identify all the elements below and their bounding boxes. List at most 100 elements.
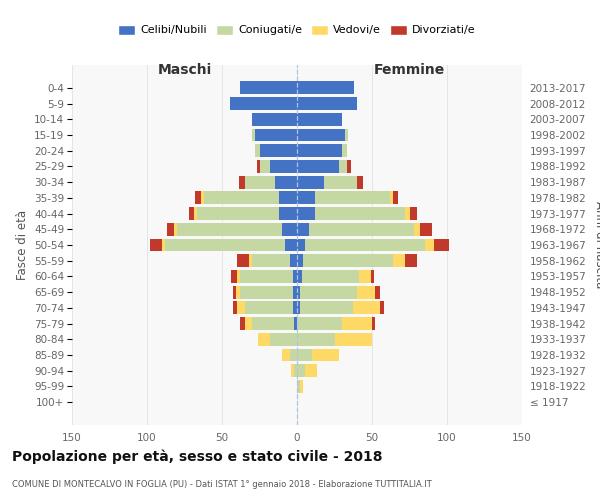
Bar <box>372 317 375 330</box>
Bar <box>312 348 339 362</box>
Bar <box>177 223 282 235</box>
Bar <box>174 223 177 235</box>
Bar <box>260 144 297 157</box>
Bar <box>353 302 380 314</box>
Bar <box>240 286 293 298</box>
Bar <box>335 333 372 346</box>
Bar <box>393 192 398 204</box>
Bar <box>195 192 201 204</box>
Bar <box>297 286 300 298</box>
Bar <box>279 207 297 220</box>
Bar <box>233 302 237 314</box>
Y-axis label: Fasce di età: Fasce di età <box>16 210 29 280</box>
Bar <box>249 254 252 267</box>
Bar <box>240 270 293 283</box>
Bar <box>297 270 302 283</box>
Bar <box>359 270 371 283</box>
Bar <box>165 238 285 252</box>
Bar <box>342 317 372 330</box>
Bar <box>294 364 297 377</box>
Bar <box>297 364 305 377</box>
Bar <box>297 144 342 157</box>
Bar <box>300 286 357 298</box>
Bar <box>293 286 297 298</box>
Bar <box>297 113 342 126</box>
Bar <box>347 160 351 173</box>
Bar <box>297 333 335 346</box>
Bar <box>193 207 197 220</box>
Bar <box>433 238 449 252</box>
Bar <box>285 238 297 252</box>
Bar <box>297 160 339 173</box>
Bar <box>342 144 347 157</box>
Bar <box>229 97 297 110</box>
Bar <box>315 192 390 204</box>
Bar <box>239 176 245 188</box>
Bar <box>420 223 432 235</box>
Bar <box>414 223 420 235</box>
Bar <box>237 270 240 283</box>
Bar <box>258 333 270 346</box>
Bar <box>297 317 342 330</box>
Bar <box>201 192 204 204</box>
Bar <box>303 254 393 267</box>
Bar <box>371 270 373 283</box>
Bar <box>300 380 303 393</box>
Text: Popolazione per età, sesso e stato civile - 2018: Popolazione per età, sesso e stato civil… <box>12 450 383 464</box>
Bar <box>252 113 297 126</box>
Bar <box>305 238 425 252</box>
Bar <box>380 302 384 314</box>
Bar <box>297 238 305 252</box>
Bar <box>270 160 297 173</box>
Bar <box>302 270 359 283</box>
Bar <box>297 223 309 235</box>
Bar <box>425 238 433 252</box>
Bar <box>290 254 297 267</box>
Bar <box>297 254 303 267</box>
Text: COMUNE DI MONTECALVO IN FOGLIA (PU) - Dati ISTAT 1° gennaio 2018 - Elaborazione : COMUNE DI MONTECALVO IN FOGLIA (PU) - Da… <box>12 480 432 489</box>
Bar <box>204 192 279 204</box>
Bar <box>240 317 245 330</box>
Bar <box>252 317 294 330</box>
Bar <box>300 302 353 314</box>
Bar <box>231 270 237 283</box>
Bar <box>282 348 290 362</box>
Bar <box>297 380 300 393</box>
Bar <box>240 82 297 94</box>
Bar <box>409 207 417 220</box>
Bar <box>197 207 279 220</box>
Bar <box>245 176 275 188</box>
Bar <box>233 286 235 298</box>
Bar <box>297 348 312 362</box>
Bar <box>291 364 294 377</box>
Bar <box>297 302 300 314</box>
Bar <box>405 254 417 267</box>
Bar <box>270 333 297 346</box>
Bar <box>297 97 357 110</box>
Legend: Celibi/Nubili, Coniugati/e, Vedovi/e, Divorziati/e: Celibi/Nubili, Coniugati/e, Vedovi/e, Di… <box>114 20 480 40</box>
Bar <box>235 286 240 298</box>
Bar <box>305 364 317 377</box>
Bar <box>255 128 297 141</box>
Bar <box>150 238 162 252</box>
Bar <box>275 176 297 188</box>
Bar <box>255 144 260 157</box>
Bar <box>237 254 249 267</box>
Y-axis label: Anni di nascita: Anni di nascita <box>593 202 600 288</box>
Bar <box>245 317 252 330</box>
Bar <box>339 160 347 173</box>
Bar <box>167 223 174 235</box>
Bar <box>405 207 409 220</box>
Bar <box>257 160 260 173</box>
Bar <box>375 286 380 298</box>
Bar <box>189 207 193 220</box>
Bar <box>345 128 348 141</box>
Text: Maschi: Maschi <box>157 63 212 77</box>
Bar <box>297 207 315 220</box>
Bar <box>297 82 354 94</box>
Bar <box>390 192 393 204</box>
Bar <box>237 302 245 314</box>
Bar <box>315 207 405 220</box>
Bar <box>393 254 405 267</box>
Bar <box>357 286 375 298</box>
